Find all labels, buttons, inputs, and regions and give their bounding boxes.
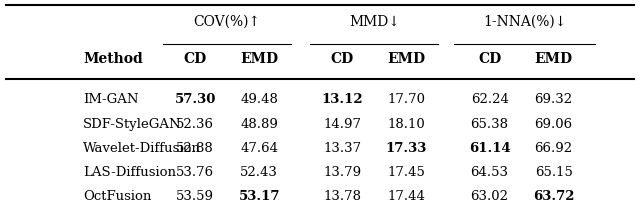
Text: EMD: EMD xyxy=(534,52,573,65)
Text: 13.37: 13.37 xyxy=(323,142,362,155)
Text: 13.78: 13.78 xyxy=(323,190,362,203)
Text: COV(%)↑: COV(%)↑ xyxy=(194,15,260,29)
Text: IM-GAN: IM-GAN xyxy=(83,93,139,106)
Text: LAS-Diffusion: LAS-Diffusion xyxy=(83,166,176,179)
Text: 65.38: 65.38 xyxy=(470,118,509,131)
Text: EMD: EMD xyxy=(387,52,426,65)
Text: CD: CD xyxy=(478,52,501,65)
Text: Wavelet-Diffusion: Wavelet-Diffusion xyxy=(83,142,201,155)
Text: 53.76: 53.76 xyxy=(176,166,214,179)
Text: 17.45: 17.45 xyxy=(387,166,426,179)
Text: 63.72: 63.72 xyxy=(533,190,574,203)
Text: OctFusion: OctFusion xyxy=(83,190,152,203)
Text: 64.53: 64.53 xyxy=(470,166,509,179)
Text: Method: Method xyxy=(83,52,143,65)
Text: MMD↓: MMD↓ xyxy=(349,15,400,29)
Text: CD: CD xyxy=(331,52,354,65)
Text: 18.10: 18.10 xyxy=(388,118,425,131)
Text: 66.92: 66.92 xyxy=(534,142,573,155)
Text: 52.36: 52.36 xyxy=(176,118,214,131)
Text: 47.64: 47.64 xyxy=(240,142,278,155)
Text: SDF-StyleGAN: SDF-StyleGAN xyxy=(83,118,182,131)
Text: 17.70: 17.70 xyxy=(387,93,426,106)
Text: 61.14: 61.14 xyxy=(468,142,511,155)
Text: 13.79: 13.79 xyxy=(323,166,362,179)
Text: 69.06: 69.06 xyxy=(534,118,573,131)
Text: 1-NNA(%)↓: 1-NNA(%)↓ xyxy=(483,15,566,29)
Text: 57.30: 57.30 xyxy=(175,93,216,106)
Text: CD: CD xyxy=(184,52,207,65)
Text: 65.15: 65.15 xyxy=(534,166,573,179)
Text: 17.44: 17.44 xyxy=(387,190,426,203)
Text: 53.17: 53.17 xyxy=(239,190,280,203)
Text: EMD: EMD xyxy=(240,52,278,65)
Text: 17.33: 17.33 xyxy=(386,142,427,155)
Text: 49.48: 49.48 xyxy=(240,93,278,106)
Text: 69.32: 69.32 xyxy=(534,93,573,106)
Text: 53.59: 53.59 xyxy=(176,190,214,203)
Text: 52.88: 52.88 xyxy=(177,142,214,155)
Text: 14.97: 14.97 xyxy=(323,118,362,131)
Text: 48.89: 48.89 xyxy=(240,118,278,131)
Text: 63.02: 63.02 xyxy=(470,190,509,203)
Text: 52.43: 52.43 xyxy=(240,166,278,179)
Text: 62.24: 62.24 xyxy=(470,93,509,106)
Text: 13.12: 13.12 xyxy=(321,93,364,106)
